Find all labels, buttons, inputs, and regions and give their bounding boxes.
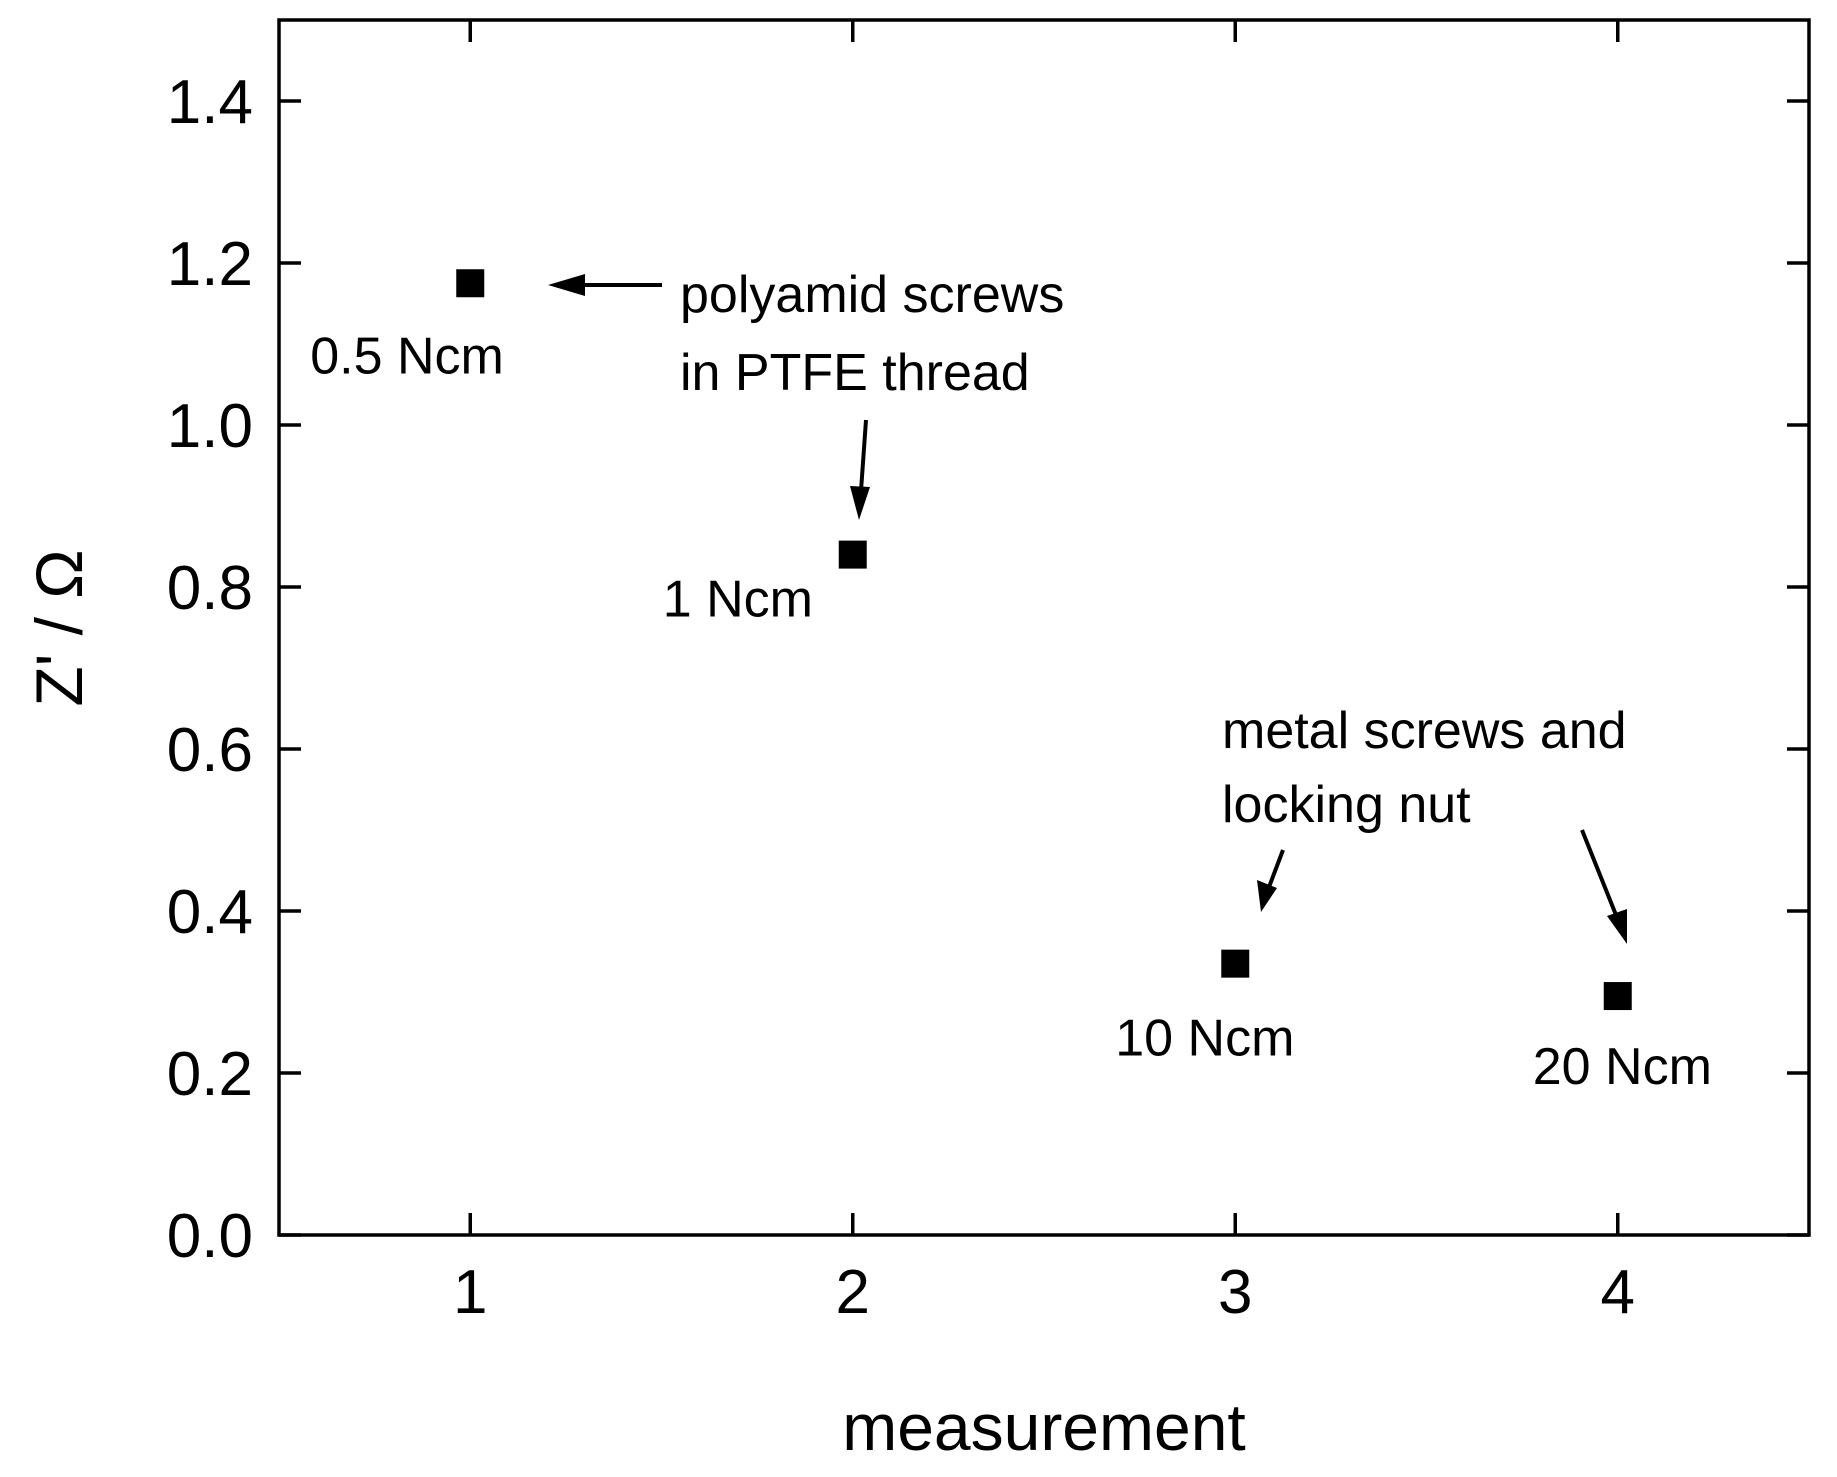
x-tick-label: 3 xyxy=(1218,1258,1252,1327)
data-point xyxy=(1221,949,1250,978)
arrow-head-point-2 xyxy=(850,486,870,520)
data-point xyxy=(838,540,867,569)
arrow-head-point-1 xyxy=(548,274,585,296)
y-tick-label: 0.0 xyxy=(167,1202,253,1271)
data-point xyxy=(456,269,485,298)
annotation-metal: metal screws and locking nut xyxy=(1222,702,1627,944)
data-point-labels: 0.5 Ncm 1 Ncm 10 Ncm 20 Ncm xyxy=(310,327,1712,1096)
annotation-metal-line-2: locking nut xyxy=(1222,776,1471,834)
x-axis-title: measurement xyxy=(842,1390,1246,1464)
y-tick-label: 0.6 xyxy=(167,716,253,785)
arrow-to-point-4 xyxy=(1580,829,1622,926)
data-point-label: 20 Ncm xyxy=(1533,1038,1712,1096)
annotation-polyamid-line-2: in PTFE thread xyxy=(680,344,1030,402)
data-point-label: 1 Ncm xyxy=(663,571,813,629)
data-point-label: 0.5 Ncm xyxy=(310,327,504,385)
arrow-head-point-3 xyxy=(1257,880,1277,912)
data-point-label: 10 Ncm xyxy=(1115,1010,1294,1068)
annotation-polyamid: polyamid screws in PTFE thread xyxy=(548,266,1064,520)
annotation-polyamid-line-1: polyamid screws xyxy=(680,266,1064,324)
y-tick-label: 1.4 xyxy=(167,68,253,137)
arrow-head-point-4 xyxy=(1607,909,1627,944)
y-axis-title: Z' / Ω xyxy=(22,549,96,706)
x-tick-label: 4 xyxy=(1601,1258,1635,1327)
y-tick-label: 1.2 xyxy=(167,230,253,299)
plot-frame xyxy=(277,18,1811,1237)
y-tick-label: 1.0 xyxy=(167,392,253,461)
annotation-metal-line-1: metal screws and xyxy=(1222,702,1627,760)
y-tick-label: 0.2 xyxy=(167,1040,253,1109)
x-tick-label: 1 xyxy=(453,1258,487,1327)
axis-ticks xyxy=(279,20,1809,1237)
axis-tick-labels: 1 2 3 4 0.0 0.2 0.4 0.6 0.8 1.0 1.2 1.4 xyxy=(167,68,1635,1327)
y-tick-label: 0.4 xyxy=(167,878,253,947)
y-tick-label: 0.8 xyxy=(167,554,253,623)
data-point xyxy=(1603,982,1632,1011)
x-tick-label: 2 xyxy=(836,1258,870,1327)
data-points xyxy=(456,269,1632,1011)
